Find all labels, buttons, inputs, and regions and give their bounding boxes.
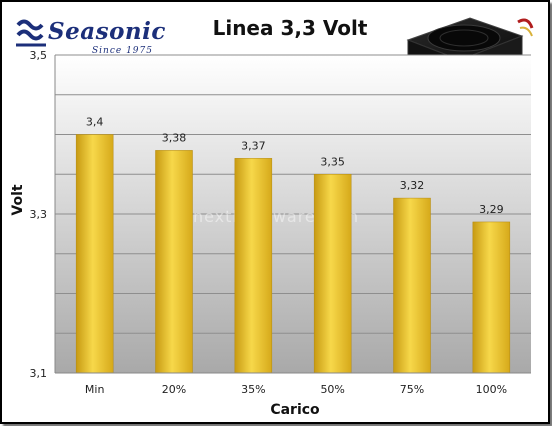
- y-tick-label: 3,5: [30, 49, 48, 62]
- bar-min: [75, 134, 114, 374]
- x-axis-title: Carico: [270, 402, 320, 418]
- x-tick-label: Min: [85, 383, 105, 396]
- y-axis-title: Volt: [10, 184, 26, 215]
- chart-title: Linea 3,3 Volt: [212, 16, 368, 40]
- data-label: 3,32: [400, 179, 425, 192]
- data-label: 3,4: [86, 116, 104, 129]
- seasonic-logo-icon: [16, 19, 46, 47]
- y-tick-label: 3,3: [30, 208, 48, 221]
- brand-tagline: Since 1975: [92, 46, 153, 56]
- data-label: 3,35: [320, 155, 345, 168]
- data-label: 3,37: [241, 139, 266, 152]
- bar-chart: nexthardware.com 3,13,33,53,4Min3,3820%3…: [10, 49, 531, 418]
- y-tick-label: 3,1: [30, 367, 48, 380]
- bar-75pct: [393, 197, 431, 374]
- seasonic-logo: Seasonic Since 1975: [14, 14, 174, 56]
- x-tick-label: 75%: [400, 383, 424, 396]
- bar-35pct: [234, 158, 273, 374]
- brand-name: Seasonic: [48, 18, 166, 45]
- bar-20pct: [155, 150, 193, 374]
- x-tick-label: 20%: [162, 383, 186, 396]
- x-tick-label: 100%: [476, 383, 507, 396]
- data-label: 3,38: [162, 131, 187, 144]
- x-tick-label: 35%: [241, 383, 265, 396]
- x-tick-label: 50%: [320, 383, 344, 396]
- bar-100pct: [472, 221, 511, 374]
- data-label: 3,29: [479, 203, 504, 216]
- bar-50pct: [313, 174, 352, 374]
